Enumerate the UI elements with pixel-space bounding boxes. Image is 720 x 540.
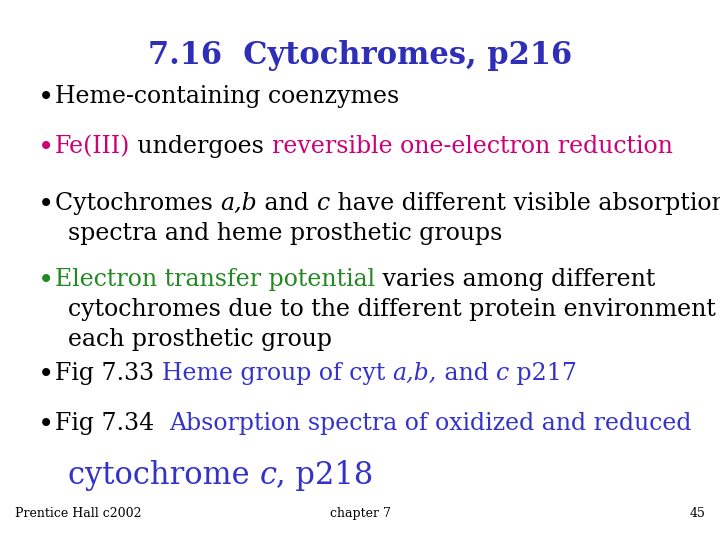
Text: Absorption spectra of oxidized and reduced: Absorption spectra of oxidized and reduc… (169, 412, 692, 435)
Text: •: • (38, 192, 54, 219)
Text: cytochrome: cytochrome (68, 460, 259, 491)
Text: undergoes: undergoes (130, 135, 271, 158)
Text: reversible one-electron reduction: reversible one-electron reduction (271, 135, 672, 158)
Text: 45: 45 (689, 507, 705, 520)
Text: and: and (257, 192, 317, 215)
Text: spectra and heme prosthetic groups: spectra and heme prosthetic groups (68, 222, 503, 245)
Text: •: • (38, 412, 54, 439)
Text: and: and (437, 362, 496, 385)
Text: have different visible absorption: have different visible absorption (330, 192, 720, 215)
Text: c: c (259, 460, 276, 491)
Text: Prentice Hall c2002: Prentice Hall c2002 (15, 507, 142, 520)
Text: p217: p217 (509, 362, 577, 385)
Text: Fe(III): Fe(III) (55, 135, 130, 158)
Text: Cytochromes: Cytochromes (55, 192, 220, 215)
Text: each prosthetic group: each prosthetic group (68, 328, 332, 351)
Text: Fig 7.34: Fig 7.34 (55, 412, 169, 435)
Text: varies among different: varies among different (375, 268, 655, 291)
Text: Fig 7.33: Fig 7.33 (55, 362, 161, 385)
Text: •: • (38, 135, 54, 162)
Text: •: • (38, 362, 54, 389)
Text: Heme-containing coenzymes: Heme-containing coenzymes (55, 85, 400, 108)
Text: •: • (38, 268, 54, 295)
Text: c: c (496, 362, 509, 385)
Text: a,b: a,b (220, 192, 257, 215)
Text: chapter 7: chapter 7 (330, 507, 390, 520)
Text: 7.16  Cytochromes, p216: 7.16 Cytochromes, p216 (148, 40, 572, 71)
Text: a,b,: a,b, (392, 362, 437, 385)
Text: •: • (38, 85, 54, 112)
Text: c: c (317, 192, 330, 215)
Text: , p218: , p218 (276, 460, 374, 491)
Text: cytochromes due to the different protein environment of: cytochromes due to the different protein… (68, 298, 720, 321)
Text: Heme group of cyt: Heme group of cyt (161, 362, 392, 385)
Text: Electron transfer potential: Electron transfer potential (55, 268, 375, 291)
